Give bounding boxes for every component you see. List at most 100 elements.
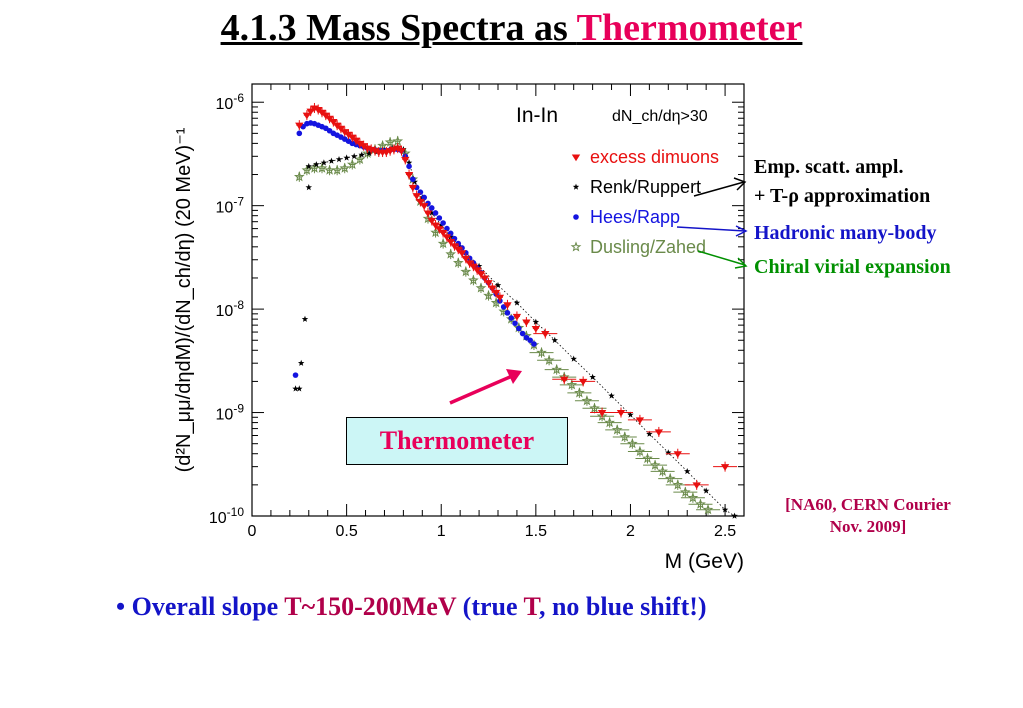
data-point [412, 193, 421, 200]
data-point [589, 402, 600, 413]
data-point [574, 387, 585, 398]
x-axis-label: M (GeV) [665, 550, 744, 573]
data-point [469, 263, 478, 271]
data-point [551, 363, 563, 375]
data-point [491, 289, 501, 297]
x-tick-label: 0 [248, 523, 257, 540]
data-point [513, 299, 521, 306]
bullet-mark: • [116, 592, 126, 621]
data-point [460, 266, 472, 277]
slide-title: 4.1.3 Mass Spectra as Thermometer [0, 6, 1023, 50]
data-point [351, 152, 358, 160]
data-point [355, 140, 365, 148]
data-point [494, 281, 502, 288]
data-point [527, 337, 533, 344]
data-point [532, 318, 540, 325]
data-point [512, 320, 518, 327]
y-axis-label: (d²N_μμ/dηdM)/(dN_ch/dη) (20 MeV)⁻¹ [173, 127, 195, 472]
data-point [320, 159, 328, 166]
y-tick-label: 10-8 [216, 298, 245, 320]
data-point [597, 410, 607, 417]
data-point [608, 392, 615, 399]
data-point [721, 506, 729, 513]
legend-marker [571, 154, 581, 162]
data-point [720, 464, 730, 471]
reference-line-2: Nov. 2009] [829, 517, 907, 536]
legend-label: Hees/Rapp [590, 207, 680, 227]
legend-marker [572, 183, 580, 190]
data-point [616, 410, 626, 417]
data-point [428, 205, 435, 211]
chart-svg: 0 0.5 1 1.5 2 2.5 10-10 10-9 10-8 10-7 10-6 excess… [173, 83, 745, 573]
legend-marker [570, 241, 582, 252]
data-point [296, 385, 303, 392]
data-point [581, 395, 593, 406]
legend-label: Dusling/Zahed [590, 237, 706, 257]
data-point [301, 315, 309, 322]
data-point [346, 158, 358, 170]
data-point [302, 112, 312, 120]
data-point [436, 215, 443, 221]
data-point [646, 430, 653, 437]
data-point [500, 304, 507, 310]
y-tick-label: 10-10 [209, 505, 244, 527]
data-point [445, 248, 457, 259]
data-point [684, 468, 691, 475]
data-point [635, 417, 645, 425]
legend-marker [573, 214, 579, 220]
data-point [475, 262, 483, 269]
t-rho-label: + T-ρ approximation [754, 185, 931, 207]
data-point [505, 313, 517, 324]
data-point [393, 145, 402, 153]
data-point [384, 136, 396, 147]
series-excess-dimuons [295, 102, 738, 490]
data-point [475, 282, 487, 293]
data-point [292, 385, 299, 392]
data-point [541, 331, 550, 338]
data-point [295, 122, 304, 130]
data-point [702, 487, 710, 494]
data-point [340, 129, 349, 136]
data-point [408, 184, 418, 192]
bullet-text-2: (true [456, 592, 524, 621]
data-point [731, 512, 738, 519]
data-point [435, 226, 444, 233]
data-point [498, 305, 510, 316]
data-point [401, 156, 410, 164]
x-tick-label: 1.5 [525, 523, 547, 540]
data-point [335, 156, 343, 163]
data-point [392, 135, 404, 146]
data-point [301, 164, 313, 175]
data-point [664, 472, 676, 484]
data-point [673, 451, 682, 458]
data-point [354, 153, 366, 164]
data-point [516, 325, 522, 332]
bullet-text-3: , no blue shift!) [538, 592, 707, 621]
data-point [654, 429, 664, 437]
data-point [313, 161, 320, 168]
chiral-label: Chiral virial expansion [754, 256, 951, 278]
data-point [484, 280, 493, 287]
data-point [531, 341, 537, 347]
data-point [560, 376, 569, 384]
data-point [454, 246, 463, 254]
data-point [298, 359, 305, 366]
data-point [596, 410, 608, 421]
y-tick-label: 10-7 [216, 195, 245, 217]
data-point [468, 274, 479, 285]
x-tick-label: 2.5 [714, 523, 736, 540]
data-point [483, 289, 494, 301]
data-point [551, 336, 558, 343]
data-point [406, 163, 412, 170]
data-point [292, 372, 299, 378]
data-point [634, 445, 646, 457]
emp-scatt-label: Emp. scatt. ampl. [754, 156, 904, 178]
title-highlight: Thermometer [576, 7, 803, 49]
bullet-point: • Overall slope T~150-200MeV (true T, no… [116, 592, 707, 622]
data-point [293, 171, 305, 182]
data-point [359, 143, 368, 150]
data-point [404, 172, 414, 179]
data-point [480, 275, 489, 283]
data-point [642, 452, 653, 464]
data-point [316, 162, 328, 173]
